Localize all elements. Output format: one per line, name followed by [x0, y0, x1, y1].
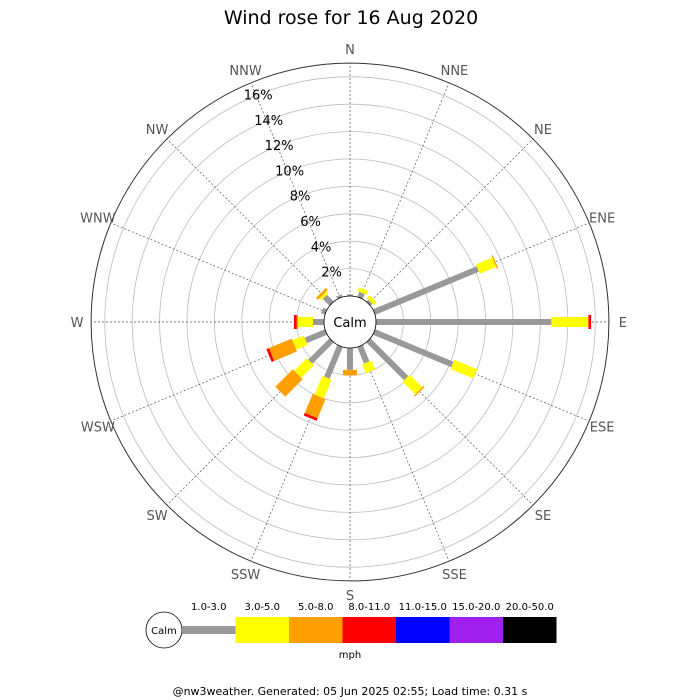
- petal-ne-3.0-5.0: [366, 295, 377, 306]
- petal-ssw-1.0-3.0: [324, 344, 343, 379]
- petal-se-5.0-8.0: [413, 385, 425, 397]
- petal-ese-3.0-5.0: [450, 359, 478, 379]
- petal-sw-3.0-5.0: [294, 358, 314, 378]
- spoke-nw: [166, 138, 332, 304]
- footer-text: @nw3weather. Generated: 05 Jun 2025 02:5…: [173, 685, 528, 698]
- petal-ese-1.0-3.0: [372, 329, 454, 368]
- direction-label-s: S: [346, 589, 354, 604]
- petal-w-1.0-3.0: [313, 319, 324, 325]
- wind-petals: [266, 255, 592, 421]
- legend-label-5.0-8.0: 5.0-8.0: [298, 602, 333, 613]
- spoke-sw: [166, 340, 332, 506]
- legend-label-3.0-5.0: 3.0-5.0: [245, 602, 280, 613]
- petal-ssw-5.0-8.0: [304, 394, 326, 419]
- petal-e-3.0-5.0: [551, 317, 589, 327]
- direction-label-e: E: [619, 316, 627, 331]
- petal-e-1.0-3.0: [376, 319, 552, 325]
- direction-label-wsw: WSW: [81, 420, 115, 435]
- direction-label-nnw: NNW: [229, 64, 261, 79]
- petal-ne-1.0-3.0: [366, 299, 373, 306]
- ring-label-4: 4%: [311, 240, 332, 255]
- legend-swatch-5.0-8.0: [289, 617, 343, 643]
- direction-label-nne: NNE: [441, 64, 469, 79]
- petal-wsw-8.0-11.0: [266, 348, 275, 362]
- ring-label-16: 16%: [244, 88, 273, 103]
- spoke-ese: [373, 331, 590, 422]
- spoke-ne: [368, 138, 534, 304]
- direction-label-ese: ESE: [590, 420, 615, 435]
- direction-label-se: SE: [535, 509, 551, 524]
- legend-label-15.0-20.0: 15.0-20.0: [452, 602, 500, 613]
- spoke-nnw: [250, 82, 341, 299]
- ring-label-8: 8%: [290, 190, 311, 205]
- petal-s-5.0-8.0: [343, 369, 357, 376]
- legend-swatch-8.0-11.0: [342, 617, 396, 643]
- radial-tick-labels: 2% 4% 6% 8% 10% 12% 14% 16%: [244, 88, 342, 280]
- petal-se-1.0-3.0: [366, 338, 409, 381]
- spoke-sse: [359, 345, 450, 562]
- petal-wnw-1.0-3.0: [321, 307, 328, 315]
- petal-se-3.0-5.0: [402, 374, 423, 395]
- spoke-se: [368, 340, 534, 506]
- petal-ssw-3.0-5.0: [314, 375, 332, 399]
- petal-wsw-3.0-5.0: [292, 335, 308, 350]
- petal-w-5.0-8.0: [296, 315, 298, 329]
- direction-label-ene: ENE: [589, 212, 615, 227]
- spoke-nne: [359, 82, 450, 299]
- direction-label-ne: NE: [534, 123, 552, 138]
- chart-title: Wind rose for 16 Aug 2020: [224, 7, 478, 29]
- spoke-wnw: [110, 222, 327, 313]
- direction-label-wnw: WNW: [80, 212, 116, 227]
- petal-nw-5.0-8.0: [316, 288, 328, 300]
- legend-label-11.0-15.0: 11.0-15.0: [399, 602, 447, 613]
- legend-swatch-15.0-20.0: [449, 617, 503, 643]
- ring-label-12: 12%: [265, 139, 294, 154]
- petal-ene-3.0-5.0: [475, 257, 497, 274]
- petal-ene-5.0-8.0: [491, 255, 499, 269]
- ring-label-14: 14%: [254, 114, 283, 129]
- petal-sw-1.0-3.0: [308, 338, 334, 364]
- petal-w-8.0-11.0: [293, 315, 297, 329]
- petal-s-1.0-3.0: [347, 348, 353, 370]
- direction-label-nw: NW: [146, 123, 169, 138]
- petal-sse-1.0-3.0: [357, 344, 370, 364]
- legend-label-1.0-3.0: 1.0-3.0: [191, 602, 226, 613]
- direction-label-sse: SSE: [442, 568, 467, 583]
- direction-label-sw: SW: [146, 509, 167, 524]
- legend-units: mph: [339, 650, 361, 661]
- ring-label-6: 6%: [300, 215, 321, 230]
- legend-label-20.0-50.0: 20.0-50.0: [506, 602, 554, 613]
- petal-ene-1.0-3.0: [372, 266, 479, 315]
- petal-e-8.0-11.0: [588, 315, 592, 329]
- calm-circle: Calm: [323, 295, 377, 349]
- ring-16: [104, 76, 596, 568]
- petal-sse-3.0-5.0: [362, 360, 376, 374]
- legend-swatch-1.0-3.0: [182, 626, 236, 634]
- direction-labels: N NNE NE ENE E ESE SE SSE S SSW SW WSW W WNW NW NNW: [71, 43, 627, 604]
- direction-label-ssw: SSW: [231, 568, 261, 583]
- petal-ssw-8.0-11.0: [303, 413, 318, 421]
- petal-nnw-1.0-3.0: [336, 294, 343, 300]
- spoke-wsw: [110, 331, 327, 422]
- petal-nw-3.0-5.0: [319, 291, 329, 301]
- ring-label-10: 10%: [275, 164, 304, 179]
- petal-sw-5.0-8.0: [275, 369, 303, 397]
- direction-label-w: W: [71, 316, 84, 331]
- petal-wsw-5.0-8.0: [268, 338, 297, 361]
- speed-legend: Calm mph 1.0-3.0 3.0-5.0 5.0-8.0 8.0-11.0 11…: [145, 602, 557, 661]
- petal-nne-3.0-5.0: [357, 287, 369, 295]
- calm-label: Calm: [333, 316, 366, 331]
- legend-label-8.0-11.0: 8.0-11.0: [348, 602, 390, 613]
- legend-swatch-3.0-5.0: [235, 617, 289, 643]
- direction-label-n: N: [345, 43, 355, 58]
- spoke-ssw: [250, 345, 341, 562]
- legend-swatch-20.0-50.0: [503, 617, 557, 643]
- petal-wsw-1.0-3.0: [304, 329, 328, 344]
- petal-nw-1.0-3.0: [322, 294, 334, 306]
- legend-calm-label: Calm: [151, 626, 177, 637]
- ring-label-2: 2%: [321, 266, 342, 281]
- petal-w-3.0-5.0: [298, 317, 313, 327]
- legend-swatch-11.0-15.0: [396, 617, 450, 643]
